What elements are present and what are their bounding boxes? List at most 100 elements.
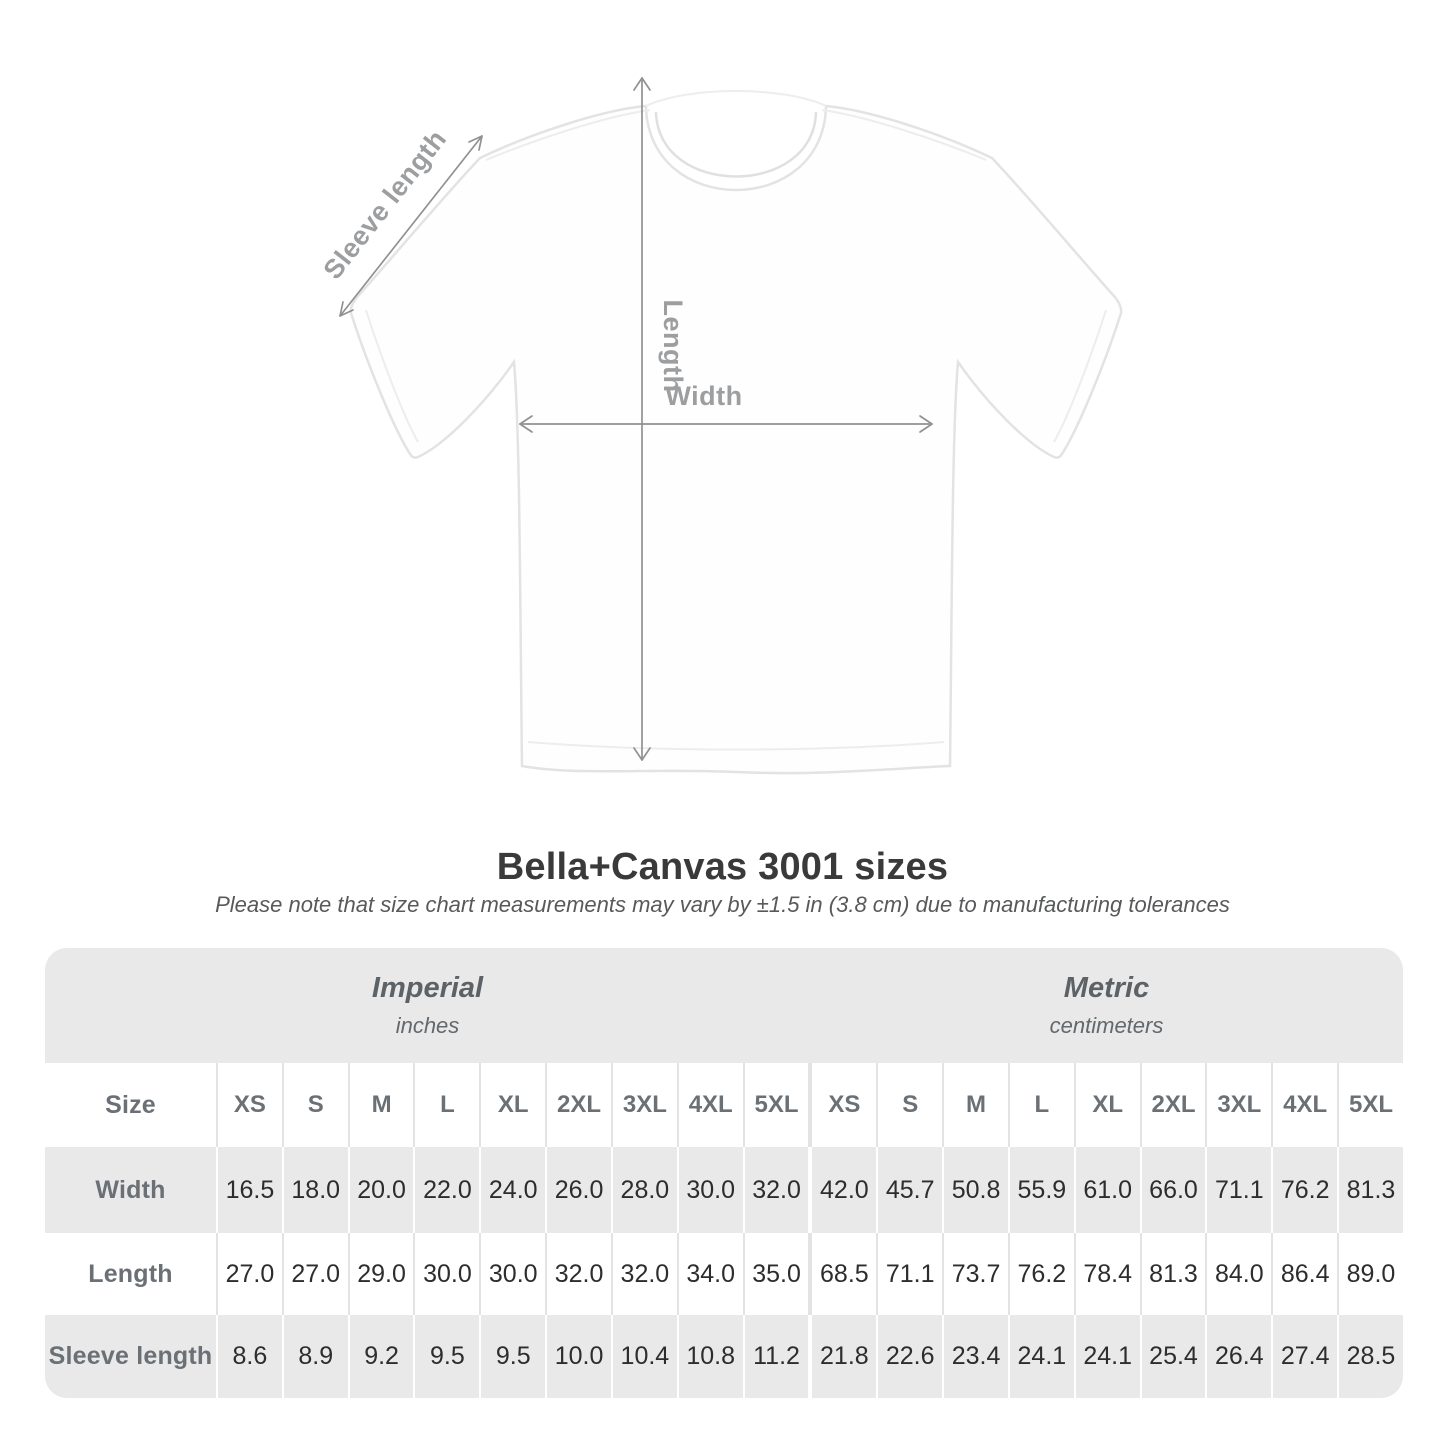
value-cell-metric: 42.0 xyxy=(808,1147,876,1233)
value-cell-metric: 45.7 xyxy=(876,1147,942,1233)
tshirt-diagram: Sleeve length Length Width xyxy=(318,77,1123,775)
size-col-header: M xyxy=(347,1063,414,1147)
value-cell-imperial: 34.0 xyxy=(676,1233,743,1315)
value-cell-imperial: 22.0 xyxy=(413,1147,479,1233)
collar-back-seam xyxy=(645,90,827,107)
value-cell-metric: 73.7 xyxy=(942,1233,1008,1315)
value-cell-imperial: 30.0 xyxy=(676,1147,743,1233)
size-col-header: XS xyxy=(216,1063,282,1147)
length-arrow xyxy=(633,77,651,761)
right-shoulder-seam xyxy=(821,109,987,161)
collar-inner-seam xyxy=(654,111,818,178)
row-label-cell: Sleeve length xyxy=(48,1342,213,1370)
size-col-header: L xyxy=(1007,1063,1074,1147)
value-cell-imperial: 27.0 xyxy=(281,1233,348,1315)
hem-seam xyxy=(527,741,945,751)
size-col-header: XL xyxy=(1073,1063,1140,1147)
size-col-header: 3XL xyxy=(610,1063,677,1147)
value-cell-imperial: 28.0 xyxy=(610,1147,677,1233)
tshirt-diagram-svg: Sleeve length Length Width xyxy=(318,77,1123,775)
value-cell-imperial: 30.0 xyxy=(479,1233,545,1315)
value-cell-metric: 71.1 xyxy=(876,1233,942,1315)
size-col-header: 2XL xyxy=(545,1063,611,1147)
value-cell-imperial: 32.0 xyxy=(545,1233,611,1315)
value-cell-metric: 71.1 xyxy=(1205,1147,1271,1233)
measurement-row: Sleeve length 8.6 8.9 9.2 9.5 9.5 10.0 10.4 10.8… xyxy=(45,1315,1403,1398)
metric-unit: centimeters xyxy=(1049,1013,1164,1038)
size-col-header: 4XL xyxy=(1271,1063,1337,1147)
value-cell-metric: 66.0 xyxy=(1139,1147,1206,1233)
value-cell-imperial: 10.0 xyxy=(545,1315,611,1398)
value-cell-metric: 76.2 xyxy=(1007,1233,1074,1315)
size-col-header: M xyxy=(942,1063,1008,1147)
unit-header-row: Imperial inches Metric centimeters xyxy=(45,948,1403,1063)
value-cell-metric: 81.3 xyxy=(1337,1147,1403,1233)
value-cell-imperial: 26.0 xyxy=(545,1147,611,1233)
value-cell-imperial: 18.0 xyxy=(281,1147,348,1233)
value-cell-imperial: 8.6 xyxy=(216,1315,282,1398)
left-shoulder-seam xyxy=(485,109,651,161)
value-cell-metric: 27.4 xyxy=(1271,1315,1337,1398)
value-cell-imperial: 24.0 xyxy=(479,1147,545,1233)
sleeve-length-arrow xyxy=(339,135,483,317)
tolerance-note: Please note that size chart measurements… xyxy=(215,892,1230,917)
value-cell-metric: 25.4 xyxy=(1139,1315,1206,1398)
value-cell-metric: 24.1 xyxy=(1007,1315,1074,1398)
value-cell-imperial: 9.2 xyxy=(347,1315,414,1398)
value-cell-imperial: 32.0 xyxy=(742,1147,809,1233)
size-col-header: XS xyxy=(808,1063,876,1147)
value-cell-imperial: 32.0 xyxy=(610,1233,677,1315)
value-cell-metric: 23.4 xyxy=(942,1315,1008,1398)
size-col-header: XL xyxy=(479,1063,545,1147)
measurement-row: Width 16.5 18.0 20.0 22.0 24.0 26.0 28.0 30.0 32.… xyxy=(45,1147,1403,1233)
value-cell-metric: 76.2 xyxy=(1271,1147,1337,1233)
value-cell-imperial: 9.5 xyxy=(479,1315,545,1398)
value-cell-metric: 24.1 xyxy=(1073,1315,1140,1398)
value-cell-imperial: 20.0 xyxy=(347,1147,414,1233)
tshirt-illustration xyxy=(349,104,1123,775)
value-cell-metric: 84.0 xyxy=(1205,1233,1271,1315)
value-cell-metric: 81.3 xyxy=(1139,1233,1206,1315)
value-cell-imperial: 11.2 xyxy=(742,1315,809,1398)
value-cell-imperial: 8.9 xyxy=(281,1315,348,1398)
value-cell-metric: 55.9 xyxy=(1007,1147,1074,1233)
value-cell-imperial: 9.5 xyxy=(413,1315,479,1398)
size-col-header: 4XL xyxy=(676,1063,743,1147)
size-label-cell: Size xyxy=(105,1090,156,1119)
value-cell-imperial: 10.4 xyxy=(610,1315,677,1398)
width-label: Width xyxy=(665,381,742,411)
row-label-cell: Width xyxy=(95,1175,166,1204)
value-cell-metric: 21.8 xyxy=(808,1315,876,1398)
value-cell-imperial: 27.0 xyxy=(216,1233,282,1315)
metric-header: Metric centimeters xyxy=(810,948,1403,1063)
value-cell-metric: 61.0 xyxy=(1073,1147,1140,1233)
size-header-row: Size XS S M L XL 2XL 3XL 4XL 5XL XS S M L XL 2XL 3XL 4XL 5… xyxy=(45,1063,1403,1147)
imperial-title: Imperial xyxy=(371,972,484,1004)
size-col-header: S xyxy=(876,1063,942,1147)
value-cell-metric: 26.4 xyxy=(1205,1315,1271,1398)
imperial-unit: inches xyxy=(395,1013,460,1038)
value-cell-imperial: 10.8 xyxy=(676,1315,743,1398)
size-table: Imperial inches Metric centimeters Size X… xyxy=(45,948,1403,1398)
metric-title: Metric xyxy=(1063,972,1150,1004)
width-arrow xyxy=(519,415,933,433)
size-col-header: 5XL xyxy=(742,1063,809,1147)
left-cuff-seam xyxy=(365,309,419,443)
right-cuff-seam xyxy=(1053,309,1107,443)
value-cell-metric: 50.8 xyxy=(942,1147,1008,1233)
size-col-header: 2XL xyxy=(1139,1063,1206,1147)
row-label-cell: Length xyxy=(88,1259,173,1288)
measurement-row: Length 27.0 27.0 29.0 30.0 30.0 32.0 32.0 34.0 35… xyxy=(45,1233,1403,1315)
value-cell-metric: 86.4 xyxy=(1271,1233,1337,1315)
imperial-header: Imperial inches xyxy=(45,948,810,1063)
value-cell-metric: 78.4 xyxy=(1073,1233,1140,1315)
value-cell-imperial: 30.0 xyxy=(413,1233,479,1315)
value-cell-imperial: 35.0 xyxy=(742,1233,809,1315)
size-col-header: 3XL xyxy=(1205,1063,1271,1147)
page-title: Bella+Canvas 3001 sizes xyxy=(496,846,949,888)
value-cell-metric: 68.5 xyxy=(808,1233,876,1315)
size-table-body: Size XS S M L XL 2XL 3XL 4XL 5XL XS S M L XL 2XL 3XL 4XL 5… xyxy=(45,1063,1403,1398)
value-cell-imperial: 29.0 xyxy=(347,1233,414,1315)
length-label: Length xyxy=(658,300,688,393)
